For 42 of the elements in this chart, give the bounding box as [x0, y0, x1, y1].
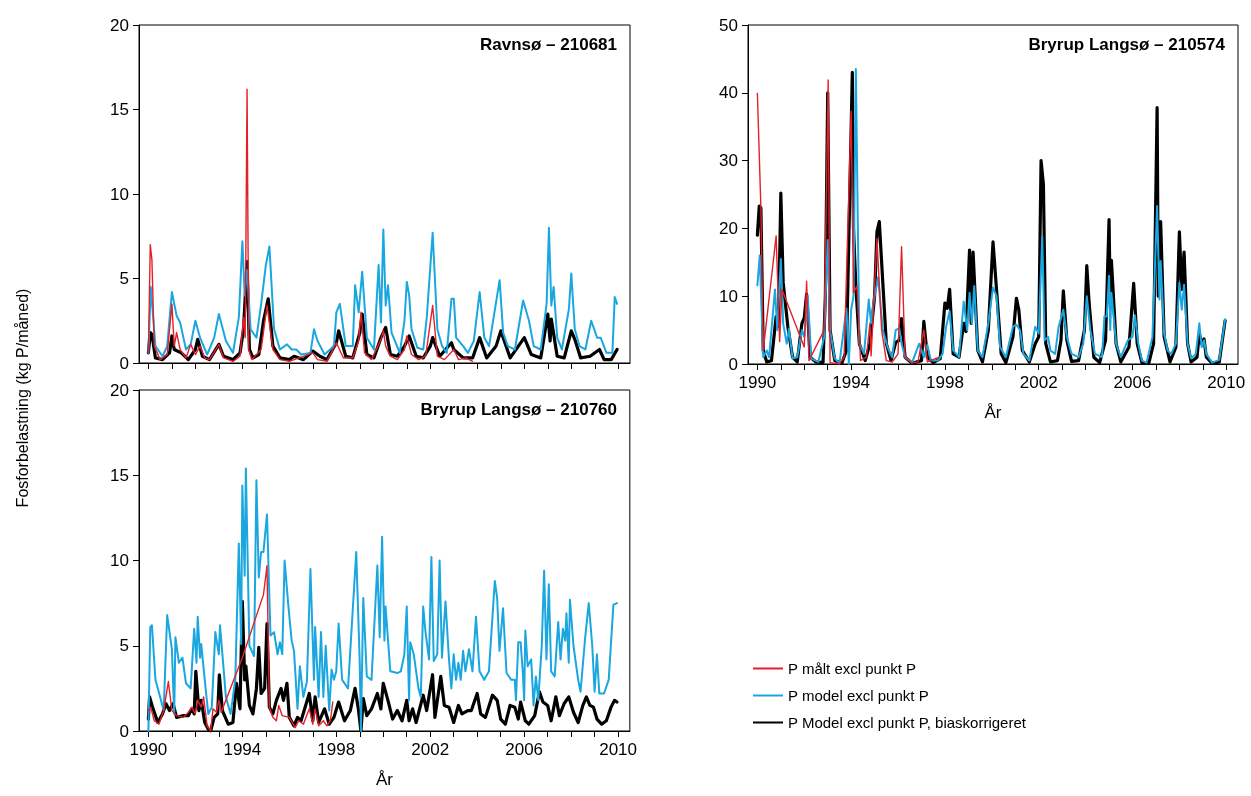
x-axis-title: År — [984, 403, 1002, 422]
y-tick-label: 10 — [110, 184, 129, 204]
x-tick-label: 1994 — [832, 373, 871, 392]
y-tick-label: 10 — [719, 286, 738, 306]
x-tick-label: 2010 — [1207, 373, 1246, 392]
y-tick-label: 30 — [719, 151, 738, 171]
y-tick-label: 15 — [110, 100, 129, 119]
legend-label: P målt excl punkt P — [788, 660, 917, 677]
line-series — [147, 564, 334, 732]
x-tick-label: 1998 — [317, 740, 356, 759]
y-tick-label: 0 — [119, 721, 129, 741]
x-tick-label: 2002 — [1019, 373, 1058, 392]
legend-label: P model excl punkt P — [788, 687, 929, 704]
line-series — [147, 226, 619, 358]
x-axis-title: År — [375, 770, 394, 789]
x-tick-label: 2002 — [411, 740, 450, 759]
x-tick-label: 2006 — [1113, 373, 1152, 392]
y-tick-label: 5 — [119, 636, 129, 656]
text: Bryrup Langsø – 210760 — [420, 400, 617, 419]
x-tick-label: 1994 — [223, 740, 262, 759]
line-series — [147, 88, 474, 363]
y-axis-title: Fosforbelastning (kg P/måned) — [13, 288, 31, 508]
text: Ravnsø – 210681 — [479, 35, 618, 54]
y-tick-label: 20 — [110, 15, 129, 35]
x-tick-label: 1990 — [129, 740, 168, 759]
x-tick-label: 2010 — [599, 740, 637, 759]
legend-label: P Model excl punkt P, biaskorrigeret — [788, 714, 1027, 731]
y-tick-label: 15 — [110, 465, 129, 485]
y-tick-label: 0 — [728, 354, 738, 374]
x-tick-label: 2006 — [505, 740, 544, 759]
y-tick-label: 5 — [119, 269, 129, 288]
y-tick-label: 10 — [110, 551, 129, 570]
y-tick-label: 0 — [119, 353, 129, 373]
y-tick-label: 40 — [719, 83, 738, 103]
y-tick-label: 50 — [719, 15, 738, 35]
line-series — [756, 79, 940, 365]
x-tick-label: 1990 — [738, 373, 777, 392]
text: Bryrup Langsø – 210574 — [1028, 35, 1226, 54]
x-tick-label: 1998 — [926, 373, 964, 392]
y-tick-label: 20 — [110, 380, 129, 400]
y-tick-label: 20 — [719, 218, 738, 238]
line-series — [147, 467, 618, 732]
